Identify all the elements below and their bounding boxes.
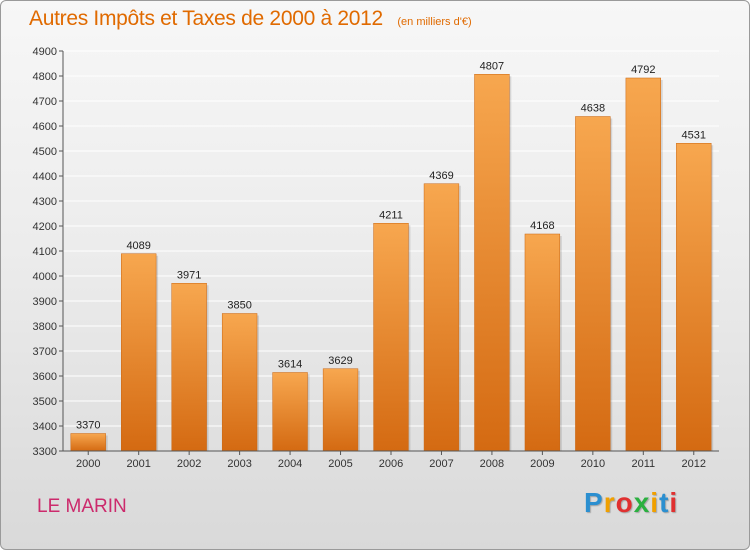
data-label: 3850	[227, 300, 251, 312]
data-label: 3370	[76, 420, 100, 432]
bar	[121, 253, 157, 452]
y-tick-label: 4100	[33, 246, 57, 258]
bar	[70, 433, 106, 452]
x-tick-labels: 2000 2001 2002 2003 2004 2005 2006 2007 2008 2009…	[76, 458, 706, 470]
y-tick-label: 3300	[33, 446, 57, 458]
logo-letter: i	[650, 487, 660, 518]
x-tick-label: 2011	[631, 458, 655, 470]
data-labels: 3370 4089 3971 3850 3614 3629 4211 4369 4807 4168…	[76, 60, 706, 431]
x-tick-label: 2010	[581, 458, 605, 470]
y-tick-label: 4200	[33, 221, 57, 233]
logo-letter: t	[659, 487, 670, 518]
chart-unit: (en milliers d'€)	[397, 16, 472, 28]
x-tick-label: 2005	[328, 458, 352, 470]
y-tick-label: 4500	[33, 146, 57, 158]
bar	[474, 74, 510, 452]
y-tick-label: 4700	[33, 96, 57, 108]
logo-letter: x	[633, 487, 651, 518]
bar	[575, 116, 611, 452]
bar	[373, 223, 409, 452]
bar	[322, 368, 359, 452]
location-label: LE MARIN	[37, 496, 127, 517]
x-tick-label: 2003	[227, 458, 251, 470]
data-label: 4792	[631, 64, 655, 76]
y-tick-label: 3500	[33, 396, 57, 408]
x-tick-label: 2012	[682, 458, 706, 470]
x-tick-label: 2004	[278, 458, 302, 470]
logo-letter: o	[615, 487, 634, 518]
data-label: 4369	[429, 170, 453, 182]
data-label: 4168	[530, 220, 554, 232]
bars	[70, 74, 714, 452]
data-label: 4531	[682, 129, 706, 141]
bar	[423, 183, 460, 452]
x-tick-label: 2007	[429, 458, 453, 470]
x-tick-label: 2009	[530, 458, 554, 470]
x-tick-label: 2001	[126, 458, 150, 470]
y-tick-label: 3700	[33, 346, 57, 358]
y-tick-label: 4000	[33, 271, 57, 283]
bar	[625, 77, 661, 452]
x-tick-label: 2000	[76, 458, 100, 470]
y-tick-label: 3900	[33, 296, 57, 308]
logo-letter: P	[584, 487, 604, 518]
y-tick-label: 3600	[33, 371, 57, 383]
data-label: 4089	[126, 240, 150, 252]
chart-title: Autres Impôts et Taxes de 2000 à 2012	[29, 7, 383, 30]
y-tick-label: 4300	[33, 196, 57, 208]
data-label: 3614	[278, 359, 302, 371]
bar	[272, 372, 308, 452]
bar	[171, 283, 207, 452]
y-tick-label: 4900	[33, 46, 57, 58]
y-tick-label: 3800	[33, 321, 57, 333]
y-tick-label: 4400	[33, 171, 57, 183]
y-tick-label: 4800	[33, 71, 57, 83]
data-label: 3629	[328, 355, 352, 367]
data-label: 3971	[177, 269, 201, 281]
title-block: Autres Impôts et Taxes de 2000 à 2012 (e…	[29, 7, 472, 31]
bar	[221, 313, 258, 452]
x-tick-label: 2006	[379, 458, 403, 470]
proxiti-logo: Proxiti	[584, 487, 678, 519]
x-tick-label: 2008	[480, 458, 504, 470]
logo-letter: r	[603, 487, 616, 518]
axes	[59, 50, 719, 455]
data-label: 4807	[480, 60, 504, 72]
logo-letter: i	[669, 487, 679, 518]
bar	[676, 143, 712, 452]
bar	[524, 233, 561, 452]
data-label: 4211	[379, 209, 403, 221]
x-tick-label: 2002	[177, 458, 201, 470]
y-tick-labels: 3300 3400 3500 3600 3700 3800 3900 4000 4100 4200…	[33, 46, 57, 458]
data-label: 4638	[581, 103, 605, 115]
y-tick-label: 3400	[33, 421, 57, 433]
y-tick-label: 4600	[33, 121, 57, 133]
